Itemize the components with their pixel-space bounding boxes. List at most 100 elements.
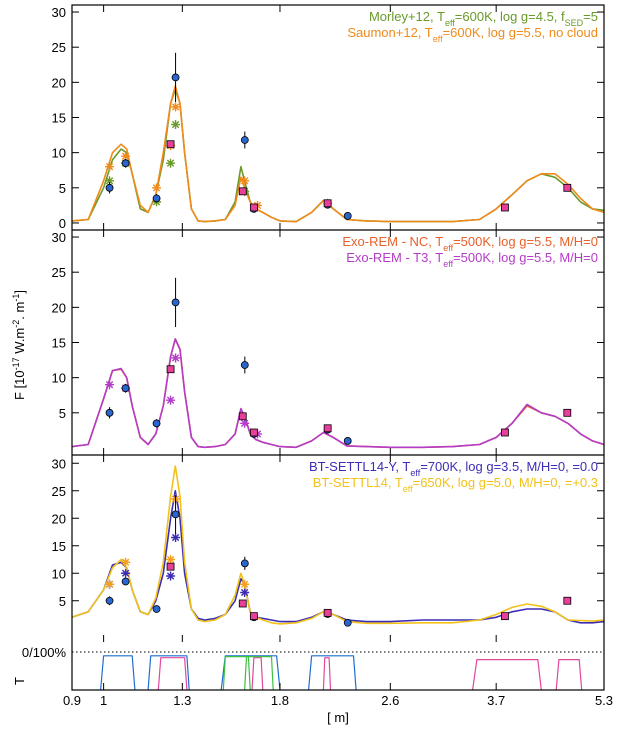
model-photometry-star (240, 588, 250, 597)
model-photometry-square (323, 199, 332, 208)
observed-point (171, 510, 180, 519)
y-tick-label: 5 (59, 181, 66, 196)
model-photometry-square (249, 612, 258, 621)
observed-point (121, 384, 130, 393)
observed-point (343, 437, 352, 445)
model-photometry-star (171, 120, 181, 130)
y-axis-label: F [10-17 W.m-2. m-1] (11, 290, 27, 400)
text-part: F [10 (12, 370, 27, 400)
model-photometry-square (166, 562, 175, 571)
model-photometry-star (105, 162, 115, 172)
model-photometry-star (166, 395, 176, 405)
text-part: ] (12, 290, 27, 294)
x-tick-label: 3.7 (487, 693, 505, 708)
observed-point (240, 136, 249, 144)
model-photometry-star (166, 158, 176, 168)
model-photometry-star (171, 533, 181, 542)
model-photometry-square (563, 596, 572, 605)
model-photometry-star (105, 176, 115, 186)
y-tick-label: 10 (52, 146, 66, 161)
model-photometry-square (501, 203, 509, 212)
text-part: =600K, log g=4.5, f (455, 9, 565, 24)
model-photometry-square (563, 183, 572, 192)
y-axis-label: T (12, 677, 27, 685)
model-photometry-star (240, 418, 250, 428)
model-photometry-star (171, 353, 181, 363)
y-tick-label: 25 (52, 484, 66, 499)
observed-point (105, 408, 114, 417)
text-part: eff (410, 468, 420, 478)
observed-point (171, 73, 180, 82)
spectrum-line (100, 655, 357, 691)
x-tick-label: 1.8 (271, 693, 289, 708)
x-tick-label: 2.6 (381, 693, 399, 708)
model-photometry-star (121, 568, 131, 578)
text-part: . m (12, 302, 27, 320)
model-photometry-square (249, 203, 258, 212)
text-part: =5 (583, 9, 598, 24)
text-part: =500K, log g=5.5, M/H=0 (453, 250, 598, 265)
y-tick-label: 0 (59, 216, 66, 231)
observed-point (152, 194, 161, 203)
model-photometry-star (171, 102, 181, 112)
model-photometry-star (121, 557, 131, 567)
model-photometry-star (166, 555, 176, 564)
text-part: eff (433, 34, 443, 44)
legend-entry: Morley+12, Teff=600K, log g=4.5, fSED=5 (369, 9, 598, 28)
text-part: Morley+12, T (369, 9, 445, 24)
x-axis-label: [ m] (327, 710, 349, 725)
model-photometry-square (323, 424, 332, 433)
text-part: BT-SETTL14, T (313, 475, 403, 490)
legend-entry: Exo-REM - T3, Teff=500K, log g=5.5, M/H=… (346, 250, 598, 269)
y-tick-label: 20 (52, 300, 66, 315)
model-photometry-star (105, 380, 115, 390)
text-part: BT-SETTL14-Y, T (309, 459, 410, 474)
text-part: =650K, log g=5.0, M/H=0, =+0.3 (413, 475, 598, 490)
text-part: W.m (12, 328, 27, 358)
text-part: Exo-REM - NC, T (342, 234, 443, 249)
x-tick-label: 5.3 (595, 693, 613, 708)
spectrum-line (71, 465, 605, 625)
observed-point (171, 298, 180, 307)
y-tick-label: 5 (59, 406, 66, 421)
y-tick-label: 20 (52, 75, 66, 90)
model-photometry-star (166, 571, 176, 581)
model-photometry-square (166, 140, 175, 149)
y-tick-label: 0/100% (22, 645, 67, 660)
y-tick-label: 15 (52, 336, 66, 351)
y-tick-label: 30 (52, 230, 66, 245)
spectrum-line (157, 657, 583, 691)
x-tick-label: 0.9 (63, 693, 81, 708)
y-tick-label: 10 (52, 371, 66, 386)
text-part: eff (443, 243, 453, 253)
observed-point (240, 559, 249, 568)
model-photometry-square (238, 412, 247, 421)
observed-point (343, 212, 352, 220)
observed-point (152, 419, 161, 428)
text-part: =700K, log g=3.5, M/H=0, =0.0 (420, 459, 598, 474)
legend-entry: BT-SETTL14, Teff=650K, log g=5.0, M/H=0,… (313, 475, 598, 494)
model-photometry-square (563, 408, 572, 417)
model-photometry-star (121, 151, 131, 161)
model-photometry-square (501, 428, 509, 437)
text-part: -2 (11, 320, 21, 328)
spectrum-line (222, 656, 274, 691)
text-part: eff (403, 484, 413, 494)
text-part: -1 (11, 294, 21, 302)
observed-point (121, 159, 130, 168)
observed-point (240, 361, 249, 369)
y-tick-label: 15 (52, 111, 66, 126)
model-photometry-square (238, 599, 247, 608)
text-part: Saumon+12, T (347, 25, 432, 40)
text-part: -17 (11, 357, 21, 370)
text-part: eff (443, 259, 453, 269)
legend-entry: Saumon+12, Teff=600K, log g=5.5, no clou… (347, 25, 598, 44)
model-photometry-square (249, 428, 258, 437)
text-part: =600K, log g=5.5, no cloud (443, 25, 598, 40)
model-photometry-square (166, 365, 175, 374)
observed-point (105, 183, 114, 192)
y-tick-label: 15 (52, 539, 66, 554)
model-photometry-star (105, 579, 115, 589)
observed-point (152, 605, 161, 613)
